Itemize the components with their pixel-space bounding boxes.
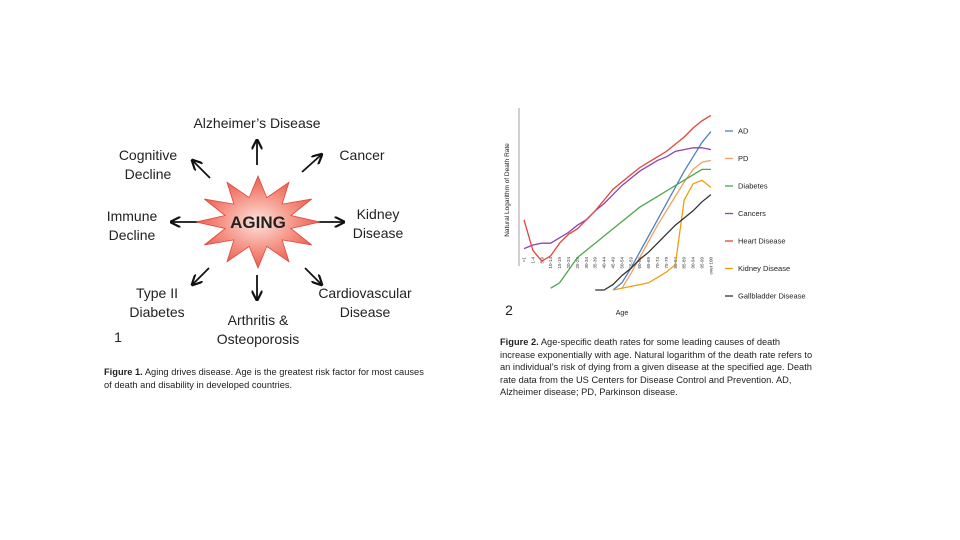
caption-label: Figure 2. bbox=[500, 337, 539, 347]
legend-label: Diabetes bbox=[738, 182, 768, 191]
x-tick-label: 25-29 bbox=[575, 257, 580, 269]
x-tick-label: 50-54 bbox=[619, 257, 624, 269]
arrow bbox=[301, 155, 321, 173]
x-tick-label: over 100 bbox=[708, 257, 713, 275]
node-label: Cognitive bbox=[119, 147, 178, 163]
node-label: Immune bbox=[107, 208, 158, 224]
x-tick-label: <1 bbox=[522, 257, 527, 263]
x-tick-label: 45-49 bbox=[611, 257, 616, 269]
caption-text: Aging drives disease. Age is the greates… bbox=[104, 367, 424, 390]
series-line bbox=[612, 179, 712, 291]
x-tick-label: 70-74 bbox=[655, 257, 660, 269]
figure2-caption: Figure 2. Age-specific death rates for s… bbox=[500, 336, 816, 399]
node-label: Decline bbox=[125, 166, 172, 182]
caption-text: Age-specific death rates for some leadin… bbox=[500, 337, 813, 397]
legend-label: PD bbox=[738, 154, 749, 163]
series-line bbox=[595, 194, 712, 291]
arrow bbox=[193, 161, 211, 179]
figure-number: 1 bbox=[114, 329, 122, 345]
x-tick-label: 65-69 bbox=[646, 257, 651, 269]
x-tick-label: 30-34 bbox=[584, 257, 589, 269]
node-label: Disease bbox=[353, 225, 404, 241]
x-tick-label: 95-99 bbox=[700, 257, 705, 269]
legend-label: Gallbladder Disease bbox=[738, 292, 806, 301]
node-label: Arthritis & bbox=[228, 312, 289, 328]
x-tick-label: 10-14 bbox=[548, 257, 553, 269]
x-tick-label: 75-79 bbox=[664, 257, 669, 269]
x-tick-label: 35-39 bbox=[593, 257, 598, 269]
x-tick-label: 40-44 bbox=[602, 257, 607, 269]
node-label: Diabetes bbox=[129, 304, 184, 320]
series-line bbox=[523, 114, 712, 263]
node-label: Cardiovascular bbox=[318, 285, 412, 301]
y-axis-label: Natural Logarithm of Death Rate bbox=[504, 143, 511, 237]
x-tick-label: 55-59 bbox=[628, 257, 633, 269]
x-tick-label: 20-24 bbox=[566, 257, 571, 269]
arrows bbox=[172, 141, 343, 299]
center-label: AGING bbox=[230, 213, 286, 232]
node-label: Decline bbox=[109, 227, 156, 243]
node-label: Type II bbox=[136, 285, 178, 301]
series-line bbox=[523, 147, 712, 250]
x-tick-label: 1-4 bbox=[530, 257, 535, 264]
x-tick-label: 90-94 bbox=[691, 257, 696, 269]
x-tick-label: 60-64 bbox=[637, 257, 642, 269]
arrow bbox=[304, 267, 321, 284]
node-label: Kidney bbox=[357, 206, 400, 222]
x-tick-label: 15-19 bbox=[557, 257, 562, 269]
legend-label: AD bbox=[738, 127, 749, 136]
caption-label: Figure 1. bbox=[104, 367, 143, 377]
arrow bbox=[193, 267, 210, 284]
x-tick-label: 5-9 bbox=[539, 257, 544, 264]
series-line bbox=[612, 131, 712, 291]
x-axis-label: Age bbox=[616, 310, 629, 317]
node-label: Disease bbox=[340, 304, 391, 320]
x-tick-label: 85-89 bbox=[682, 257, 687, 269]
node-label: Cancer bbox=[339, 147, 384, 163]
figure1-caption: Figure 1. Aging drives disease. Age is t… bbox=[104, 366, 424, 391]
series-line bbox=[550, 168, 711, 289]
legend-label: Kidney Disease bbox=[738, 264, 790, 273]
node-label: Osteoporosis bbox=[217, 331, 299, 347]
legend-label: Cancers bbox=[738, 209, 766, 218]
figure-number: 2 bbox=[505, 302, 513, 318]
aging-star bbox=[195, 174, 321, 270]
node-label: Alzheimer’s Disease bbox=[193, 115, 320, 131]
legend-label: Heart Disease bbox=[738, 237, 786, 246]
